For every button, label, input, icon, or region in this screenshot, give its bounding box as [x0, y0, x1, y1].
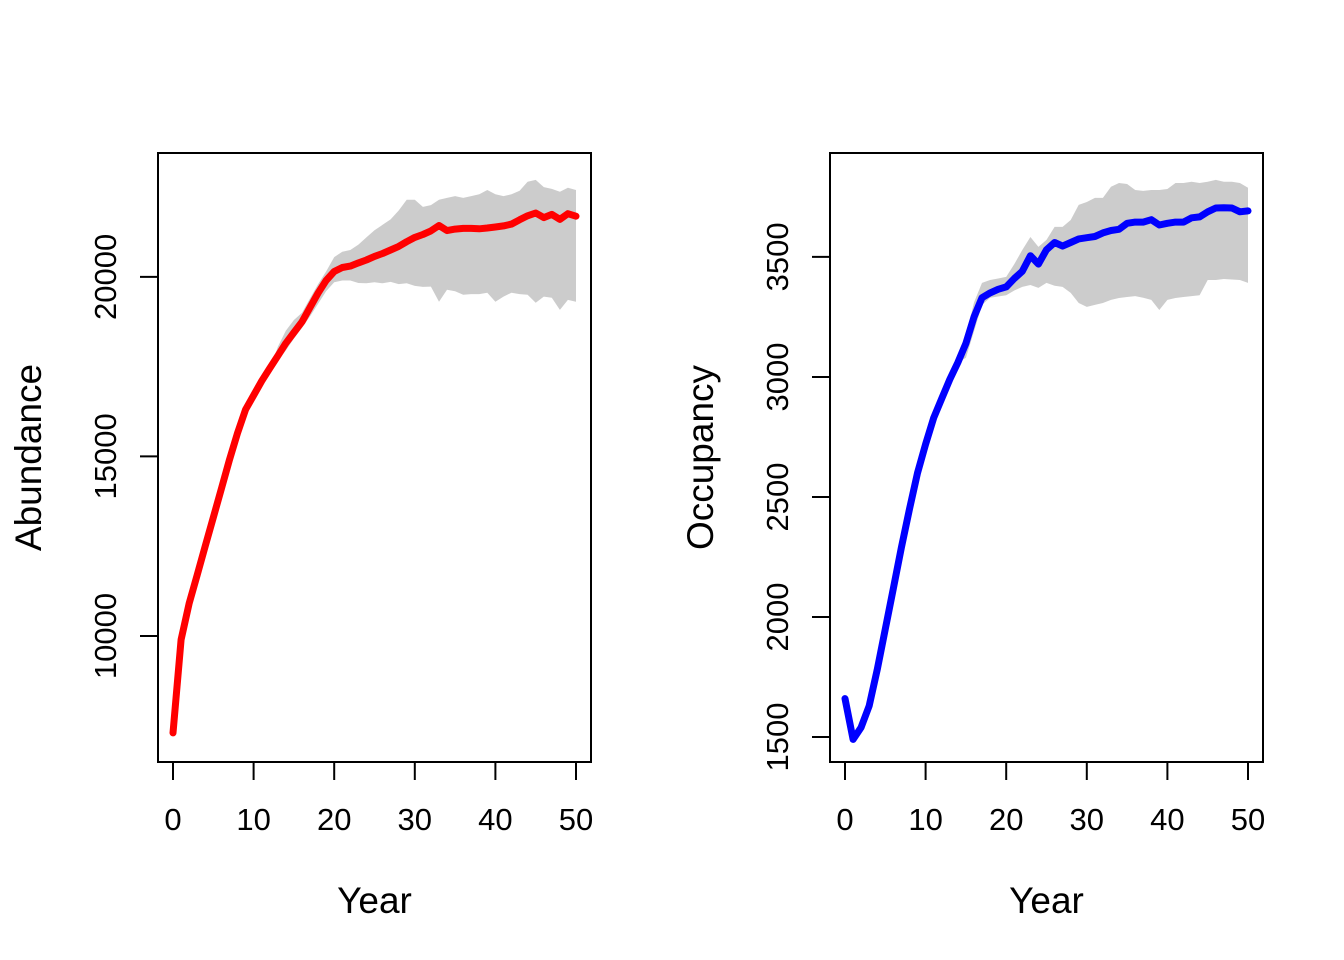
confidence-band — [957, 179, 1248, 363]
occupancy-plot-area: 0 10 20 30 40 50 1500 2000 2500 3000 3500 — [760, 152, 1265, 837]
x-tick-label: 30 — [1070, 802, 1104, 837]
y-tick-label: 3500 — [760, 222, 795, 291]
abundance-plot-area: 0 10 20 30 40 50 10000 15000 20000 — [88, 152, 593, 837]
x-tick-label: 10 — [908, 802, 942, 837]
x-tick-label: 0 — [164, 802, 181, 837]
x-tick-label: 50 — [559, 802, 593, 837]
y-tick-label: 2000 — [760, 583, 795, 652]
plot-box — [157, 152, 592, 763]
y-axis-title: Occupancy — [680, 364, 721, 550]
occupancy-chart-svg: 0 10 20 30 40 50 1500 2000 2500 3000 3500 Year Occ… — [680, 152, 1265, 921]
y-tick-label: 20000 — [88, 234, 123, 320]
y-tick-label: 3000 — [760, 343, 795, 412]
y-tick-label: 15000 — [88, 413, 123, 499]
abundance-chart-svg: 0 10 20 30 40 50 10000 15000 20000 Year Abundanc… — [8, 152, 593, 921]
x-tick-label: 10 — [236, 802, 270, 837]
x-tick-label: 40 — [1150, 802, 1184, 837]
confidence-band — [269, 179, 576, 371]
x-tick-label: 30 — [398, 802, 432, 837]
x-axis-title: Year — [337, 880, 412, 921]
x-tick-label: 50 — [1231, 802, 1265, 837]
trajectory-line — [169, 209, 580, 737]
x-tick-label: 40 — [478, 802, 512, 837]
x-tick-label: 0 — [836, 802, 853, 837]
x-axis-title: Year — [1009, 880, 1084, 921]
occupancy-panel: 0 10 20 30 40 50 1500 2000 2500 3000 3500 Year Occ… — [672, 0, 1344, 960]
y-tick-label: 2500 — [760, 463, 795, 532]
y-axis-title: Abundance — [8, 364, 49, 551]
x-tick-label: 20 — [989, 802, 1023, 837]
y-tick-label: 10000 — [88, 593, 123, 679]
abundance-panel: 0 10 20 30 40 50 10000 15000 20000 Year Abundanc… — [8, 152, 593, 921]
plot-box — [829, 152, 1264, 763]
trajectory-line — [841, 204, 1252, 743]
x-tick-label: 20 — [317, 802, 351, 837]
y-tick-label: 1500 — [760, 703, 795, 772]
